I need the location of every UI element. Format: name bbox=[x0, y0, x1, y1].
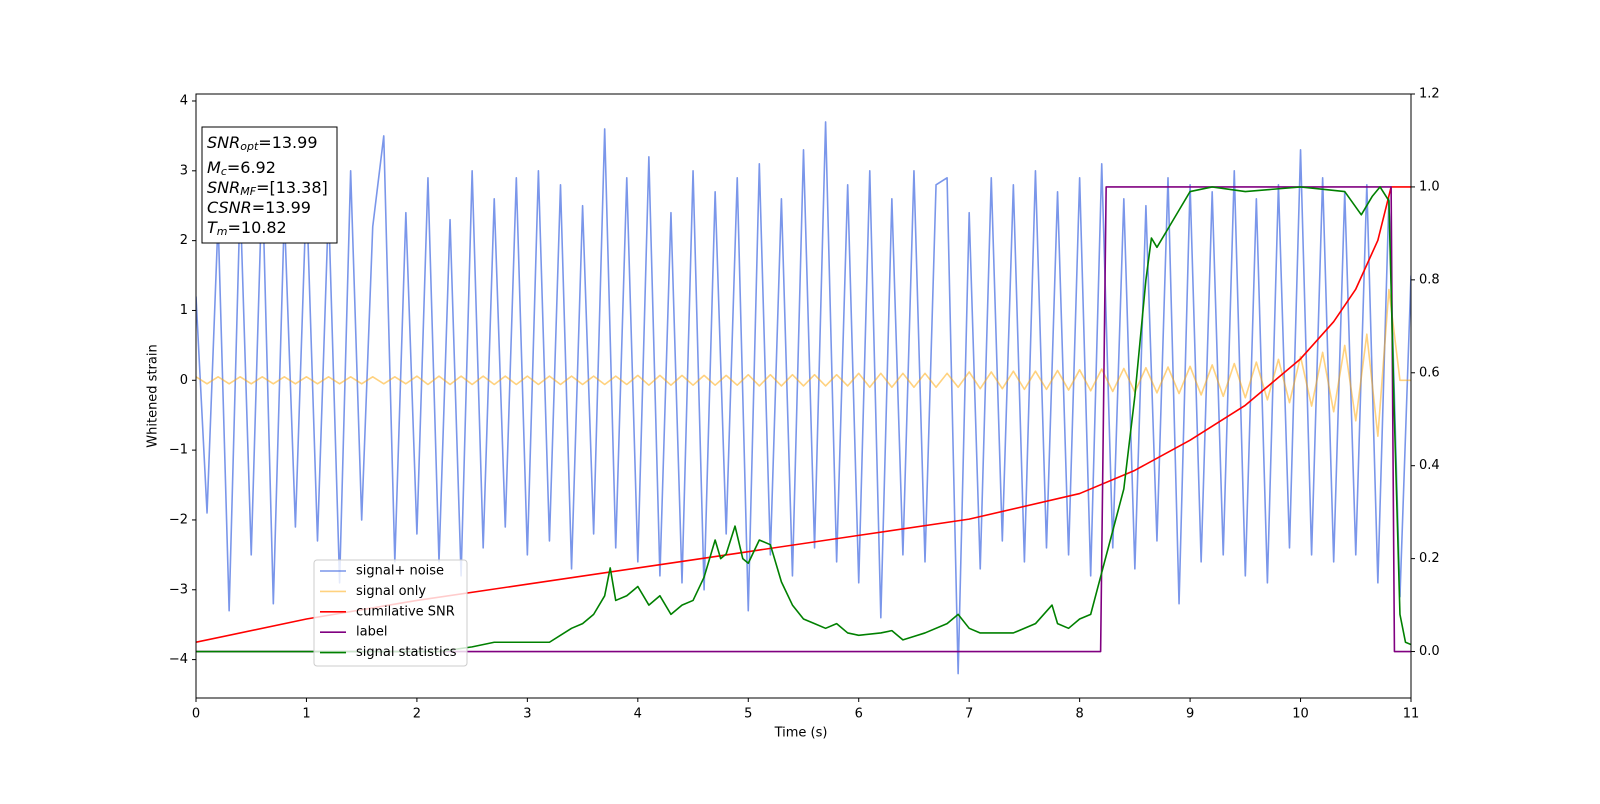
annotation-sub: m bbox=[217, 225, 228, 238]
plot-area bbox=[196, 121, 1411, 675]
x-axis-label: Time (s) bbox=[774, 726, 828, 741]
y2-tick-label: 1.0 bbox=[1419, 179, 1440, 194]
y2-tick-label: 0.2 bbox=[1419, 551, 1440, 566]
y-tick-label: 1 bbox=[180, 303, 188, 318]
legend-label: signal only bbox=[356, 584, 426, 599]
y-tick-label: −3 bbox=[169, 582, 188, 597]
x-tick-label: 8 bbox=[1075, 707, 1083, 722]
annotation: Tm=10.82 bbox=[207, 218, 287, 239]
annotation-symbol: M bbox=[207, 158, 221, 177]
x-tick-label: 7 bbox=[965, 707, 973, 722]
annotation: SNRMF=[13.38] bbox=[207, 178, 328, 199]
plot-frame bbox=[195, 93, 1412, 699]
y-tick-label: 3 bbox=[180, 163, 188, 178]
series-line bbox=[196, 121, 1411, 675]
y2-tick-label: 0.4 bbox=[1419, 458, 1440, 473]
x-tick-label: 4 bbox=[634, 707, 642, 722]
annotation-sub: opt bbox=[240, 140, 259, 153]
legend-label: cumilative SNR bbox=[356, 604, 455, 619]
annotation-box bbox=[201, 126, 338, 244]
annotation-text: =10.82 bbox=[228, 218, 287, 237]
y-axis-label: Whitened strain bbox=[146, 344, 161, 447]
x-tick-label: 2 bbox=[413, 707, 421, 722]
annotation-text: =13.99 bbox=[252, 198, 311, 217]
x-tick-label: 5 bbox=[744, 707, 752, 722]
y-tick-label: 4 bbox=[180, 93, 188, 108]
x-tick-label: 1 bbox=[302, 707, 310, 722]
legend-label: signal+ noise bbox=[356, 564, 444, 579]
series-line bbox=[196, 288, 1411, 437]
annotation-text: =6.92 bbox=[227, 158, 276, 177]
legend-label: signal statistics bbox=[356, 645, 457, 660]
x-tick-label: 0 bbox=[192, 707, 200, 722]
y2-tick-label: 0.0 bbox=[1419, 644, 1440, 659]
annotation-sub: c bbox=[221, 165, 227, 178]
annotation-symbol: SNR bbox=[207, 133, 240, 152]
x-tick-label: 3 bbox=[523, 707, 531, 722]
y2-tick-label: 1.2 bbox=[1419, 87, 1440, 102]
annotation-symbol: SNR bbox=[207, 178, 240, 197]
legend-label: label bbox=[356, 625, 387, 640]
y2-tick-label: 0.6 bbox=[1419, 365, 1440, 380]
x-tick-label: 6 bbox=[855, 707, 863, 722]
x-tick-label: 9 bbox=[1186, 707, 1194, 722]
y-tick-label: −1 bbox=[169, 443, 188, 458]
annotation-symbol: T bbox=[207, 218, 218, 237]
annotation: Mc=6.92 bbox=[207, 158, 276, 179]
y-tick-label: −2 bbox=[169, 512, 188, 527]
annotation: SNRopt=13.99 bbox=[207, 133, 318, 154]
annotation-symbol: CSNR bbox=[207, 198, 252, 217]
series-line bbox=[196, 186, 1411, 653]
legend-box bbox=[313, 559, 468, 667]
y-tick-label: −4 bbox=[169, 652, 188, 667]
annotation-text: =13.99 bbox=[258, 133, 317, 152]
x-tick-label: 10 bbox=[1292, 707, 1309, 722]
series-line bbox=[196, 186, 1411, 644]
y2-tick-label: 0.8 bbox=[1419, 272, 1440, 287]
annotation-sub: MF bbox=[240, 185, 256, 198]
x-tick-label: 11 bbox=[1403, 707, 1420, 722]
annotation: CSNR=13.99 bbox=[207, 198, 311, 217]
y-tick-label: 0 bbox=[180, 373, 188, 388]
y-tick-label: 2 bbox=[180, 233, 188, 248]
annotation-text: =[13.38] bbox=[256, 178, 328, 197]
series-line bbox=[196, 186, 1411, 653]
